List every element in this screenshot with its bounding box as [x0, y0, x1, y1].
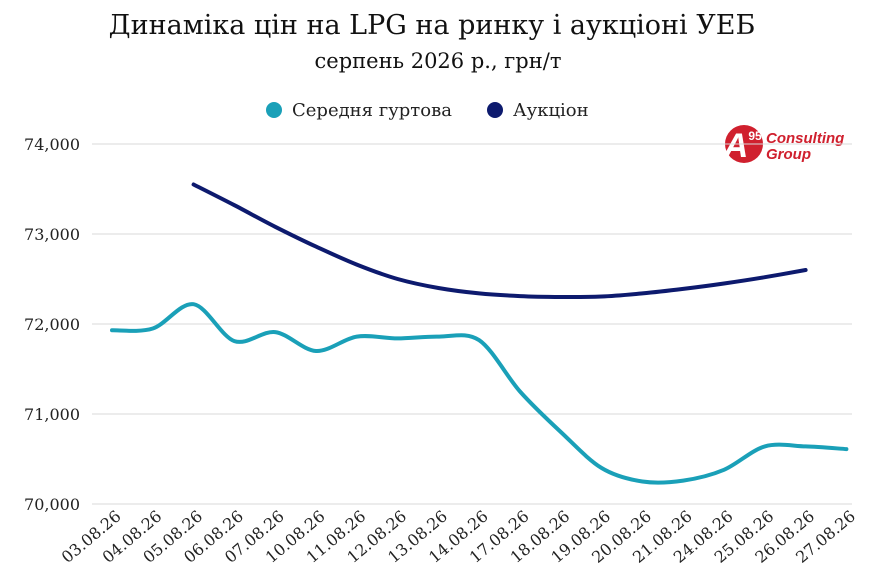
legend-marker-wholesale — [266, 102, 282, 118]
chart-title: Динаміка цін на LPG на ринку і аукціоні … — [109, 10, 756, 41]
x-axis: 03.08.2604.08.2605.08.2606.08.2607.08.26… — [58, 507, 859, 567]
series-line-wholesale — [110, 302, 849, 485]
logo-line2: Group — [766, 146, 811, 163]
grid — [92, 143, 852, 505]
legend-label-wholesale: Середня гуртова — [292, 100, 452, 121]
series-group — [110, 182, 849, 485]
y-tick-label: 73,000 — [24, 225, 80, 244]
legend-marker-auction — [487, 102, 503, 118]
y-axis: 74,000 73,000 72,000 71,000 70,000 — [24, 135, 80, 514]
y-tick-label: 72,000 — [24, 315, 80, 334]
series-line-auction — [191, 182, 808, 300]
legend-label-auction: Аукціон — [513, 100, 589, 121]
logo-mark: A — [723, 127, 749, 165]
logo-line1: Consulting — [766, 130, 844, 147]
y-tick-label: 71,000 — [24, 405, 80, 424]
company-logo: A 95 Consulting Group — [723, 125, 844, 165]
legend: Середня гуртова Аукціон — [266, 100, 589, 121]
y-tick-label: 70,000 — [24, 495, 80, 514]
chart-subtitle: серпень 2026 р., грн/т — [315, 49, 562, 73]
logo-superscript: 95 — [748, 129, 762, 143]
y-tick-label: 74,000 — [24, 135, 80, 154]
